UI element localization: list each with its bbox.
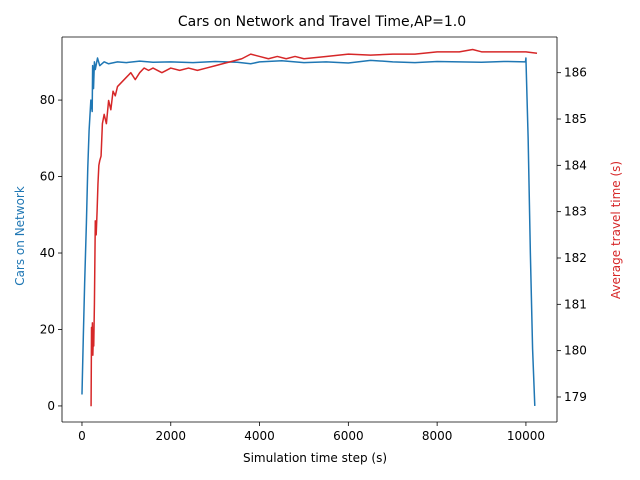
travel-time-series-line — [90, 48, 538, 407]
y-right-axis-title: Average travel time (s) — [609, 161, 623, 299]
y-right-tick-label: 180 — [564, 344, 587, 358]
x-tick-label: 10000 — [507, 429, 545, 443]
x-tick-label: 8000 — [422, 429, 453, 443]
y-right-tick-label: 182 — [564, 251, 587, 265]
y-left-tick-label: 0 — [47, 399, 55, 413]
x-tick-label: 4000 — [244, 429, 275, 443]
x-tick-label: 0 — [78, 429, 86, 443]
y-left-tick-label: 20 — [40, 322, 55, 336]
x-axis-title: Simulation time step (s) — [243, 451, 387, 465]
chart-marks: 0 2000 4000 6000 8000 10000 0 20 40 60 80 179 180 181… — [40, 36, 587, 443]
y-right-tick-label: 181 — [564, 297, 587, 311]
y-right-tick-label: 183 — [564, 205, 587, 219]
cars-on-network-series-line — [81, 57, 536, 406]
y-right-tick-label: 185 — [564, 112, 587, 126]
x-tick-label: 6000 — [333, 429, 364, 443]
y-left-axis-title: Cars on Network — [13, 186, 27, 286]
y-left-tick-label: 60 — [40, 170, 55, 184]
x-tick-label: 2000 — [155, 429, 186, 443]
y-left-tick-label: 80 — [40, 93, 55, 107]
y-left-tick-label: 40 — [40, 246, 55, 260]
y-right-tick-label: 184 — [564, 158, 587, 172]
y-right-tick-label: 179 — [564, 390, 587, 404]
y-right-tick-label: 186 — [564, 66, 587, 80]
chart-title: Cars on Network and Travel Time,AP=1.0 — [178, 14, 466, 30]
